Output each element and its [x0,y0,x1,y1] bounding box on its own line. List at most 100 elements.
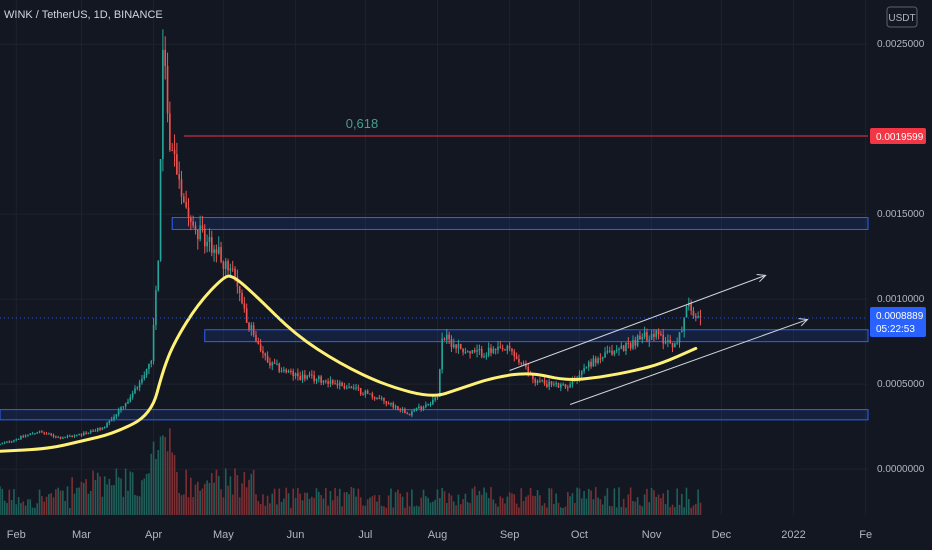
candle-body [566,387,569,389]
volume-bar [324,487,327,515]
candle-body [152,324,155,361]
candle-body [141,378,143,383]
volume-bar [385,507,388,515]
candle-body [238,286,241,293]
candle-body [450,339,453,348]
candle-body [59,436,62,439]
mid-zone[interactable] [204,329,869,343]
volume-bar [376,501,378,515]
candle-body [515,356,518,360]
volume-bar [55,489,57,515]
volume-bar [266,495,269,515]
candle-body [478,348,481,351]
volume-bar [611,506,613,515]
currency-badge[interactable]: USDT [886,6,918,28]
volume-bar [66,486,69,515]
fib-price-tag[interactable]: 0.0019599 [870,127,926,144]
candle-body [362,394,364,396]
volume-bar [236,475,239,515]
volume-bar [632,501,634,515]
volume-bar [245,487,248,515]
symbol-title: WINK / TetherUS, 1D, BINANCE [4,9,163,21]
volume-bar [587,488,590,515]
candle-body [608,350,611,352]
candle-body [501,347,504,350]
candle-body [546,383,548,387]
candle-body [10,441,13,443]
currency-badge-box [886,6,918,28]
candle-body [192,221,194,226]
candle-body [36,432,39,434]
candle-body [317,376,320,379]
candle-body [525,363,527,367]
candle-body [376,398,378,400]
candle-body [66,435,69,438]
volume-bar [89,490,92,515]
candle-body [357,387,360,389]
candle-body [434,397,436,400]
volume-bar [299,493,302,515]
candle-body [664,342,667,344]
candle-body [336,383,339,386]
volume-bar [650,487,653,515]
channel-upper-line[interactable] [509,274,766,371]
resistance-zone[interactable] [171,217,869,230]
candle-body [676,342,678,344]
candle-body [697,316,699,318]
candle-body [203,228,206,247]
candle-body [422,406,425,410]
candle-body [148,363,150,370]
volume-bar [99,476,101,515]
volume-bar [508,492,511,515]
volume-bar [541,505,544,515]
candle-body [243,303,246,309]
ma-line [0,274,698,453]
support-zone[interactable] [0,409,869,421]
time-axis[interactable]: Feb Mar Apr May Jun Jul Aug Sep Oct Nov Dec 2022 Fe [7,529,872,541]
candle-body [24,435,27,437]
volume-bar [134,495,136,515]
time-tick-label: May [213,529,234,541]
candle-body [124,403,127,407]
volume-bar [206,480,208,515]
candle-body [241,292,243,304]
candle-body [185,202,187,208]
candle-body [352,387,355,389]
candle-body [52,434,55,437]
price-tick-label: 0.0000000 [877,464,925,475]
candle-body [15,439,18,441]
channel-lower-line-arrow [798,318,809,327]
candle-body [231,268,234,270]
candle-body [392,402,395,408]
candle-body [364,390,367,395]
candle-body [338,382,341,386]
candle-body [613,351,616,355]
volume-bar [255,494,257,515]
candle-body [210,237,213,253]
candle-body [480,348,483,357]
volume-bar [497,506,499,515]
candle-body [106,423,108,428]
last-price-tag[interactable]: 0.0008889 05:22:53 [870,307,926,338]
volume-bar [194,484,197,515]
volume-bar [336,496,339,515]
candle-body [252,325,255,335]
volume-bar [494,503,497,515]
volume-bar [311,496,313,515]
volume-bar [227,485,229,515]
candle-body [583,368,585,372]
price-axis[interactable]: 0.0025000 0.0015000 0.0010000 0.0005000 0.00… [870,39,926,475]
volume-bar [420,497,423,515]
channel-lower-line[interactable] [569,319,808,405]
currency-badge-label: USDT [888,13,915,24]
volume-bar [201,488,204,515]
volume-bar [183,494,185,515]
candle-body [122,406,125,408]
volume-bar [636,497,639,515]
candle-body [513,351,516,357]
volume-bar [96,472,99,515]
volume-bar [162,435,164,515]
